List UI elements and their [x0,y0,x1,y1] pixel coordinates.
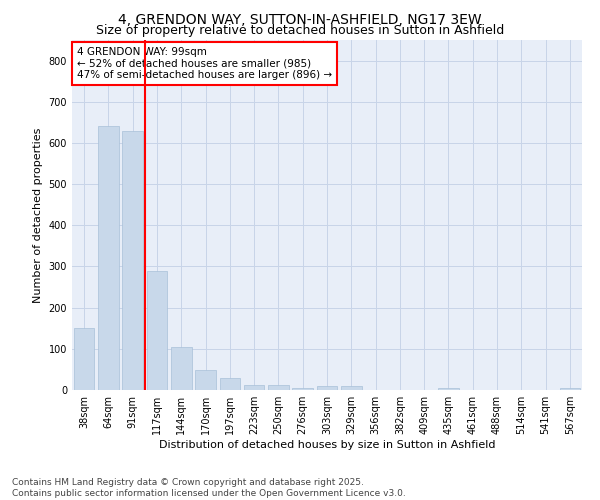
Bar [146,270,167,390]
Bar [122,130,143,390]
Bar [341,386,362,390]
Bar [268,385,289,390]
Bar [244,385,265,390]
Bar [220,378,240,390]
Bar [171,347,191,390]
Y-axis label: Number of detached properties: Number of detached properties [33,128,43,302]
Bar [74,328,94,390]
Text: 4, GRENDON WAY, SUTTON-IN-ASHFIELD, NG17 3EW: 4, GRENDON WAY, SUTTON-IN-ASHFIELD, NG17… [118,12,482,26]
Bar [292,388,313,390]
Text: Contains HM Land Registry data © Crown copyright and database right 2025.
Contai: Contains HM Land Registry data © Crown c… [12,478,406,498]
Bar [560,388,580,390]
Text: Size of property relative to detached houses in Sutton in Ashfield: Size of property relative to detached ho… [96,24,504,37]
X-axis label: Distribution of detached houses by size in Sutton in Ashfield: Distribution of detached houses by size … [159,440,495,450]
Bar [98,126,119,390]
Bar [438,388,459,390]
Bar [317,386,337,390]
Bar [195,370,216,390]
Text: 4 GRENDON WAY: 99sqm
← 52% of detached houses are smaller (985)
47% of semi-deta: 4 GRENDON WAY: 99sqm ← 52% of detached h… [77,47,332,80]
